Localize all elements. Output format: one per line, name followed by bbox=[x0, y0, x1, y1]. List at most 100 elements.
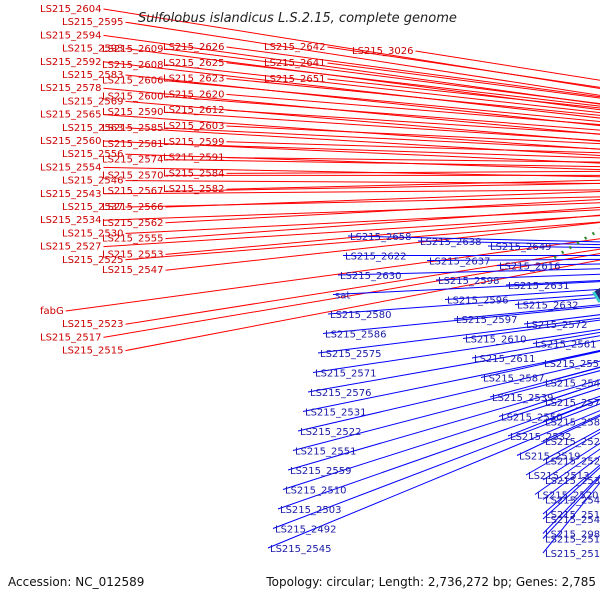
reverse-connector bbox=[542, 476, 600, 539]
reverse-gene-label: LS215_2531 bbox=[305, 408, 366, 419]
reverse-connector bbox=[507, 399, 600, 437]
forward-connector bbox=[103, 189, 600, 195]
forward-connector bbox=[125, 180, 600, 184]
forward-gene-label: LS215_2547 bbox=[102, 265, 163, 276]
reverse-gene-label: LS215_2616 bbox=[499, 262, 560, 273]
forward-connector bbox=[125, 153, 600, 171]
reverse-gene-label: LS215_2552 bbox=[544, 359, 600, 370]
forward-gene-labels: LS215_2604 LS215_2595 LS215_2594 LS215_2593… bbox=[40, 4, 413, 357]
reverse-gene-label: LS215_2597 bbox=[456, 315, 517, 326]
forward-connector bbox=[125, 248, 600, 325]
reverse-connector bbox=[496, 263, 600, 266]
forward-gene-label: LS215_2543 bbox=[40, 189, 101, 200]
forward-connector bbox=[165, 191, 600, 208]
forward-gene-label: LS215_2527 bbox=[40, 242, 101, 253]
reverse-connector bbox=[542, 442, 600, 481]
reverse-gene-label: LS215_2511 bbox=[545, 549, 600, 560]
forward-connector bbox=[103, 140, 600, 164]
forward-connector bbox=[226, 62, 600, 107]
forward-connector bbox=[103, 61, 600, 119]
forward-gene-label: LS215_2515 bbox=[62, 346, 123, 357]
reverse-gene-label: LS215_2579 bbox=[545, 398, 600, 409]
reverse-connector bbox=[347, 235, 600, 243]
forward-connector bbox=[165, 143, 600, 159]
reverse-gene-label: LS215_2550 bbox=[501, 413, 562, 424]
forward-connector bbox=[415, 50, 600, 81]
reverse-gene-label: LS215_2596 bbox=[447, 296, 508, 307]
forward-connector bbox=[125, 48, 600, 111]
reverse-connector bbox=[327, 293, 600, 315]
forward-connector bbox=[125, 127, 600, 157]
reverse-connector bbox=[307, 340, 600, 393]
reverse-gene-label: LS215_2521 bbox=[545, 437, 600, 448]
forward-connector bbox=[327, 62, 600, 99]
reverse-connector bbox=[542, 474, 600, 534]
forward-gene-label: LS215_2600 bbox=[102, 91, 163, 102]
reverse-gene-label: LS215_2532 bbox=[510, 432, 571, 443]
forward-connector bbox=[103, 8, 600, 90]
reverse-gene-label: LS215_2503 bbox=[280, 505, 341, 516]
reverse-gene-label: sat bbox=[335, 291, 350, 302]
reverse-gene-label: LS215_2587 bbox=[483, 374, 544, 385]
forward-connector bbox=[165, 214, 600, 255]
reverse-connector bbox=[534, 448, 600, 495]
forward-gene-label: LS215_2599 bbox=[163, 137, 224, 148]
reverse-connector bbox=[480, 351, 600, 378]
forward-connector bbox=[125, 259, 600, 352]
reverse-connector bbox=[337, 268, 600, 276]
forward-gene-label: LS215_2517 bbox=[40, 332, 101, 343]
forward-gene-label: LS215_2608 bbox=[102, 60, 163, 71]
forward-gene-label: LS215_2606 bbox=[102, 76, 163, 87]
forward-gene-label: LS215_2626 bbox=[163, 42, 224, 53]
forward-gene-label: LS215_2642 bbox=[264, 42, 325, 53]
reverse-connector bbox=[542, 464, 600, 515]
forward-connector bbox=[226, 78, 600, 116]
reverse-connector bbox=[297, 360, 600, 432]
reverse-gene-label: LS215_2541 bbox=[545, 496, 600, 507]
forward-gene-label: LS215_2604 bbox=[40, 4, 101, 15]
forward-connector bbox=[165, 159, 600, 168]
reverse-connector bbox=[444, 288, 600, 300]
forward-connector bbox=[226, 109, 600, 135]
reverse-connector bbox=[292, 370, 600, 451]
forward-gene-label: LS215_2534 bbox=[40, 215, 101, 226]
forward-gene-label: LS215_2562 bbox=[102, 218, 163, 229]
reverse-gene-label: LS215_2520 bbox=[537, 491, 598, 502]
reverse-gene-label: LS215_2516 bbox=[545, 510, 600, 521]
forward-gene-label: LS215_2574 bbox=[102, 155, 163, 166]
reverse-connector bbox=[523, 314, 600, 325]
forward-gene-label: LS215_2612 bbox=[163, 105, 224, 116]
reverse-gene-label: LS215_2545 bbox=[270, 544, 331, 555]
reverse-gene-label: LS215_2637 bbox=[429, 257, 490, 268]
forward-gene-label: LS215_3026 bbox=[352, 46, 413, 57]
reverse-connector bbox=[505, 280, 600, 286]
forward-connector bbox=[103, 87, 600, 135]
reverse-connector bbox=[542, 467, 600, 520]
reverse-gene-label: LS215_2529 bbox=[545, 457, 600, 468]
forward-gene-label: LS215_2620 bbox=[163, 89, 224, 100]
forward-connector bbox=[226, 46, 600, 98]
reverse-gene-label: LS215_2492 bbox=[275, 525, 336, 536]
forward-gene-label: LS215_2553 bbox=[102, 249, 163, 260]
forward-connector bbox=[226, 179, 600, 190]
reverse-gene-label: LS215_2622 bbox=[345, 252, 406, 263]
reverse-gene-label: LS215_2539 bbox=[492, 393, 553, 404]
forward-gene-label: LS215_2570 bbox=[102, 170, 163, 181]
forward-gene-label: LS215_2591 bbox=[163, 153, 224, 164]
forward-connector bbox=[103, 114, 600, 150]
reverse-gene-label: LS215_2658 bbox=[350, 232, 411, 243]
forward-connector bbox=[165, 80, 600, 122]
reverse-gene-label: LS215_2519 bbox=[519, 452, 580, 463]
reverse-gene-label: LS215_2611 bbox=[474, 354, 535, 365]
reverse-gene-label: LS215_2510 bbox=[285, 486, 346, 497]
forward-connector bbox=[165, 182, 600, 192]
reverse-gene-label: LS215_2982 bbox=[545, 530, 600, 541]
forward-gene-label: LS215_2593 bbox=[62, 44, 123, 55]
forward-gene-label: LS215_2556 bbox=[62, 149, 123, 160]
reverse-connector bbox=[272, 403, 600, 529]
reverse-connector bbox=[322, 305, 600, 334]
forward-gene-label: LS215_2583 bbox=[62, 70, 123, 81]
reverse-gene-label: LS215_2631 bbox=[508, 281, 569, 292]
